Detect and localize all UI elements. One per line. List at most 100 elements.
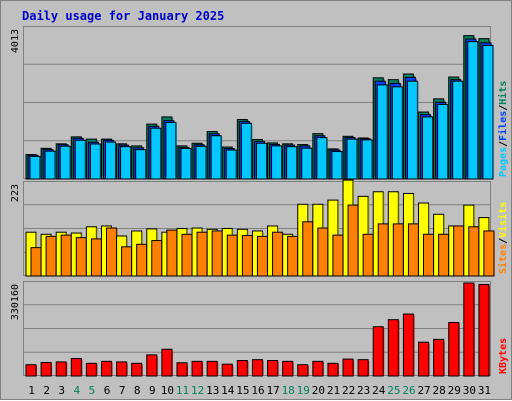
kbytes-bar-15 xyxy=(236,360,248,377)
pages-bar-25 xyxy=(391,86,403,180)
legend-item-files: Files xyxy=(497,111,509,141)
sites-bar-29 xyxy=(453,225,465,277)
sites-bar-1 xyxy=(30,247,42,277)
kbytes-bar-7 xyxy=(116,361,128,377)
sites-bar-19 xyxy=(302,221,314,277)
legend-item-sites: Sites xyxy=(497,244,509,274)
scale-label: 223 xyxy=(10,184,21,202)
kbytes-bar-21 xyxy=(327,362,339,377)
kbytes-bar-4 xyxy=(70,358,82,377)
x-tick-label-21: 21 xyxy=(327,384,340,397)
kbytes-bar-20 xyxy=(312,360,324,377)
pages-bar-11 xyxy=(180,148,192,180)
x-tick-label-14: 14 xyxy=(221,384,235,397)
sites-bar-17 xyxy=(272,231,284,277)
kbytes-bar-5 xyxy=(85,362,97,377)
pages-bar-28 xyxy=(437,103,449,180)
sites-bar-22 xyxy=(347,204,359,277)
chart-panels: 4013Pages/Files/Hits223Sites/Visits33016… xyxy=(10,26,509,377)
pages-bar-17 xyxy=(271,145,283,180)
x-tick-label-2: 2 xyxy=(43,384,50,397)
pages-bar-9 xyxy=(150,127,162,180)
x-tick-label-23: 23 xyxy=(357,384,370,397)
pages-bar-31 xyxy=(482,44,494,180)
x-tick-label-15: 15 xyxy=(236,384,249,397)
pages-bar-18 xyxy=(286,146,298,180)
x-tick-label-16: 16 xyxy=(251,384,264,397)
sites-bar-16 xyxy=(256,235,268,277)
kbytes-bar-1 xyxy=(25,364,37,377)
kbytes-bar-28 xyxy=(433,338,445,377)
x-tick-label-4: 4 xyxy=(74,384,81,397)
sites-bar-27 xyxy=(423,233,435,277)
kbytes-bar-26 xyxy=(402,313,414,377)
x-tick-label-6: 6 xyxy=(104,384,111,397)
kbytes-bar-19 xyxy=(297,364,309,377)
pages-bar-15 xyxy=(240,122,252,180)
x-axis-labels: 1 2 3 4 5 6 7 8 9 10 11 12 13 14 15 16 17 18 19 20 21 22 23 24 2… xyxy=(28,384,491,397)
pages-bar-10 xyxy=(165,122,177,180)
kbytes-bar-24 xyxy=(372,326,384,377)
pages-bar-3 xyxy=(59,145,71,180)
sites-bar-30 xyxy=(468,226,480,277)
sites-bar-25 xyxy=(392,223,404,277)
kbytes-bar-16 xyxy=(251,359,263,377)
pages-bar-1 xyxy=(29,155,41,180)
sites-bar-4 xyxy=(75,237,87,277)
kbytes-bar-22 xyxy=(342,358,354,377)
bars xyxy=(25,35,494,180)
kbytes-bar-30 xyxy=(463,282,475,377)
kbytes-bar-25 xyxy=(387,319,399,377)
x-tick-label-18: 18 xyxy=(282,384,295,397)
x-tick-label-29: 29 xyxy=(448,384,461,397)
kbytes-bar-3 xyxy=(55,361,67,377)
kbytes-bar-27 xyxy=(418,341,430,377)
pages-bar-30 xyxy=(467,41,479,180)
bars xyxy=(25,179,495,277)
pages-bar-8 xyxy=(135,149,147,180)
kbytes-bar-10 xyxy=(161,348,173,377)
pages-bar-26 xyxy=(406,80,418,180)
sites-bar-31 xyxy=(483,230,495,277)
x-tick-label-27: 27 xyxy=(417,384,430,397)
sites-bar-3 xyxy=(60,234,72,277)
x-tick-label-28: 28 xyxy=(433,384,446,397)
pages-bar-2 xyxy=(44,150,56,180)
pages-bar-27 xyxy=(422,116,434,180)
pages-bar-21 xyxy=(331,151,343,180)
scale-label: 330160 xyxy=(10,284,21,320)
sites-bar-21 xyxy=(332,234,344,277)
pages-bar-20 xyxy=(316,137,328,180)
x-tick-label-10: 10 xyxy=(161,384,174,397)
legend-item-kbytes: KBytes xyxy=(498,338,509,374)
sites-bar-20 xyxy=(317,227,329,277)
sites-bar-10 xyxy=(166,229,178,277)
legend-separator: / xyxy=(498,141,509,147)
pages-bar-16 xyxy=(255,142,267,180)
pages-bar-5 xyxy=(89,143,101,180)
sites-bar-8 xyxy=(136,243,148,277)
legend-item-visits: Visits xyxy=(497,202,509,238)
sites-bar-18 xyxy=(287,235,299,277)
x-tick-label-11: 11 xyxy=(176,384,189,397)
sites-bar-6 xyxy=(105,227,117,277)
x-tick-label-31: 31 xyxy=(478,384,491,397)
legend: Sites/Visits xyxy=(497,202,509,274)
x-tick-label-26: 26 xyxy=(402,384,415,397)
sites-bar-2 xyxy=(45,235,57,277)
kbytes-bar-29 xyxy=(448,321,460,377)
kbytes-bar-11 xyxy=(176,362,188,377)
pages-bar-19 xyxy=(301,147,313,180)
x-tick-label-5: 5 xyxy=(89,384,96,397)
x-tick-label-7: 7 xyxy=(119,384,126,397)
x-tick-label-9: 9 xyxy=(149,384,156,397)
sites-bar-23 xyxy=(362,233,374,277)
panel-2: 223 Sites/Visits xyxy=(10,179,509,277)
kbytes-bar-9 xyxy=(146,354,158,377)
sites-bar-28 xyxy=(438,233,450,277)
pages-bar-12 xyxy=(195,145,207,180)
pages-bar-24 xyxy=(376,84,388,180)
